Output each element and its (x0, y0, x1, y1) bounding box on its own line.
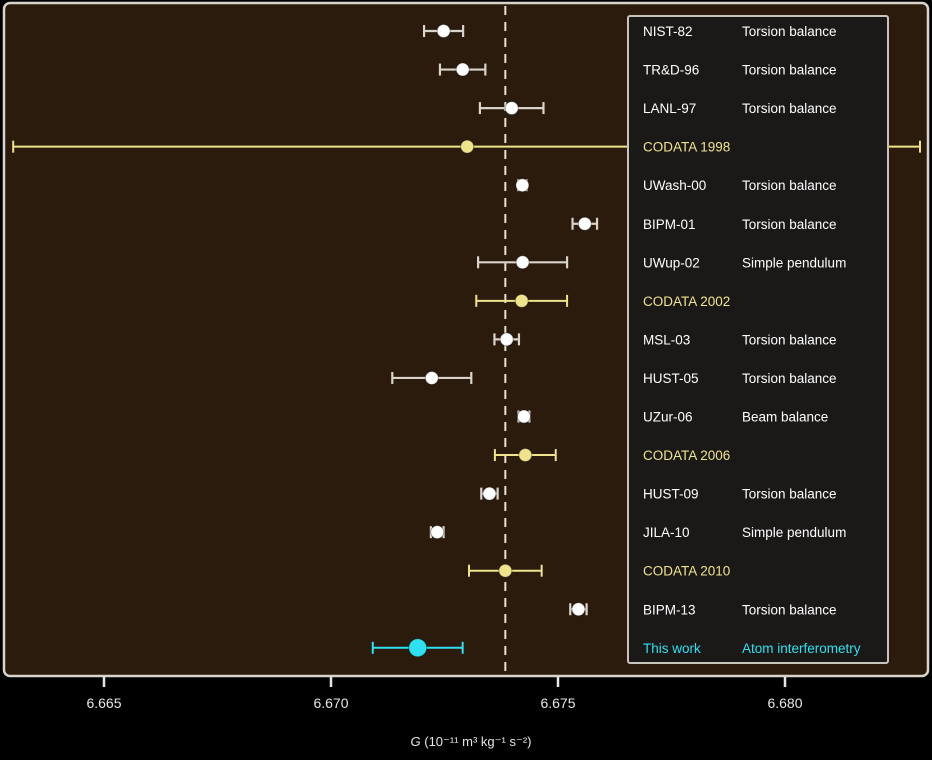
legend-row-nist-82: NIST-82 Torsion balance (643, 24, 837, 39)
marker (514, 293, 529, 308)
marker (516, 409, 531, 424)
x-tick: 6.675 (540, 677, 576, 711)
legend-method: Atom interferometry (742, 641, 861, 656)
marker (408, 638, 428, 658)
point-this-work (371, 638, 464, 658)
x-tick: 6.680 (767, 677, 803, 711)
point-uwash-00 (515, 178, 530, 193)
legend-row-uwup-02: UWup-02 Simple pendulum (643, 255, 846, 270)
legend-row-bipm-13: BIPM-13 Torsion balance (643, 602, 837, 617)
legend-label: MSL-03 (643, 332, 690, 347)
point-lanl-97 (478, 101, 545, 116)
x-tick-label: 6.665 (86, 695, 121, 711)
point-nist-82 (422, 24, 465, 38)
legend-row-uzur-06: UZur-06 Beam balance (643, 410, 828, 425)
legend-row-this-work: This work Atom interferometry (643, 641, 861, 656)
x-axis-label-symbol: G (411, 734, 421, 749)
legend-row-tr-d-96: TR&D-96 Torsion balance (643, 63, 837, 78)
legend-label: UWash-00 (643, 178, 706, 193)
legend-label: LANL-97 (643, 101, 696, 116)
legend-label: TR&D-96 (643, 63, 699, 78)
marker (460, 139, 475, 154)
x-tick-label: 6.680 (767, 695, 802, 711)
marker (504, 101, 519, 116)
legend-row-jila-10: JILA-10 Simple pendulum (643, 525, 846, 540)
legend-label: BIPM-13 (643, 602, 696, 617)
x-tick-label: 6.675 (540, 695, 575, 711)
legend-method: Torsion balance (742, 63, 837, 78)
legend-row-codata-2002: CODATA 2002 (643, 294, 730, 309)
legend-method: Torsion balance (742, 178, 837, 193)
point-hust-05 (391, 370, 473, 385)
legend-method: Simple pendulum (742, 255, 846, 270)
legend-row-codata-2006: CODATA 2006 (643, 448, 730, 463)
legend-label: HUST-05 (643, 371, 699, 386)
legend-method: Simple pendulum (742, 525, 846, 540)
point-tr-d-96 (438, 62, 487, 77)
legend-label: UWup-02 (643, 255, 700, 270)
marker (482, 486, 497, 501)
legend-method: Torsion balance (742, 487, 837, 502)
x-axis-label: G (10⁻¹¹ m³ kg⁻¹ s⁻²) (411, 734, 532, 749)
legend-rows: NIST-82 Torsion balance TR&D-96 Torsion bal… (643, 24, 861, 656)
legend-row-codata-2010: CODATA 2010 (643, 564, 730, 579)
marker (515, 255, 530, 270)
legend-label: HUST-09 (643, 487, 699, 502)
legend-label: This work (643, 641, 701, 656)
legend-row-bipm-01: BIPM-01 Torsion balance (643, 217, 837, 232)
legend-row-lanl-97: LANL-97 Torsion balance (643, 101, 837, 116)
legend-method: Torsion balance (742, 24, 837, 39)
point-bipm-13 (569, 602, 588, 617)
legend-label: CODATA 1998 (643, 140, 730, 155)
legend-row-codata-1998: CODATA 1998 (643, 140, 730, 155)
legend (627, 15, 889, 664)
point-jila-10 (429, 525, 445, 540)
x-tick-label: 6.670 (313, 695, 348, 711)
marker (498, 563, 513, 578)
marker (499, 332, 514, 347)
legend-label: BIPM-01 (643, 217, 696, 232)
legend-label: NIST-82 (643, 24, 693, 39)
legend-method: Torsion balance (742, 101, 837, 116)
point-uzur-06 (516, 409, 531, 424)
marker (455, 62, 470, 77)
legend-label: CODATA 2006 (643, 448, 730, 463)
point-uwup-02 (476, 255, 569, 270)
point-codata-2002 (475, 293, 569, 308)
legend-label: JILA-10 (643, 525, 690, 540)
legend-label: UZur-06 (643, 410, 693, 425)
point-bipm-01 (571, 216, 599, 231)
point-codata-2010 (468, 563, 543, 578)
marker (518, 448, 533, 463)
legend-method: Torsion balance (742, 371, 837, 386)
point-hust-09 (480, 486, 499, 501)
marker (436, 24, 451, 38)
marker (577, 216, 592, 231)
legend-label: CODATA 2002 (643, 294, 730, 309)
legend-row-uwash-00: UWash-00 Torsion balance (643, 178, 837, 193)
legend-method: Beam balance (742, 410, 828, 425)
legend-method: Torsion balance (742, 602, 837, 617)
marker (571, 602, 586, 617)
legend-row-hust-05: HUST-05 Torsion balance (643, 371, 837, 386)
x-axis-label-units: (10⁻¹¹ m³ kg⁻¹ s⁻²) (421, 734, 532, 749)
marker (430, 525, 445, 540)
x-axis: 6.665 6.670 6.675 6.680 (86, 677, 803, 711)
legend-label: CODATA 2010 (643, 564, 730, 579)
point-msl-03 (493, 332, 521, 347)
x-tick: 6.670 (313, 677, 349, 711)
legend-row-msl-03: MSL-03 Torsion balance (643, 332, 837, 347)
legend-method: Torsion balance (742, 332, 837, 347)
legend-row-hust-09: HUST-09 Torsion balance (643, 487, 837, 502)
legend-method: Torsion balance (742, 217, 837, 232)
marker (515, 178, 530, 193)
x-tick: 6.665 (86, 677, 122, 711)
point-codata-2006 (493, 448, 557, 463)
marker (424, 370, 439, 385)
